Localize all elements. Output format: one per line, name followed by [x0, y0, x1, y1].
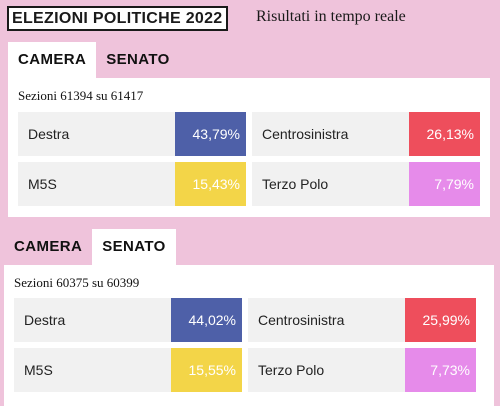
page-title: ELEZIONI POLITICHE 2022: [7, 6, 228, 31]
tab-camera[interactable]: CAMERA: [8, 42, 97, 78]
party-percentage: 25,99%: [405, 298, 476, 342]
tab-camera[interactable]: CAMERA: [14, 238, 83, 255]
party-name: Centrosinistra: [258, 312, 345, 328]
party-name: Terzo Polo: [258, 362, 325, 378]
party-percentage: 7,73%: [405, 348, 476, 392]
party-percentage: 26,13%: [409, 112, 480, 156]
tab-bar: CAMERA SENATO: [4, 229, 176, 265]
result-m5s: M5S 15,43%: [18, 162, 246, 206]
party-name: Destra: [28, 126, 70, 142]
tab-bar: CAMERA SENATO: [8, 42, 180, 78]
result-terzo-polo: Terzo Polo 7,73%: [248, 348, 476, 392]
party-percentage: 15,43%: [175, 162, 246, 206]
party-name: Centrosinistra: [262, 126, 349, 142]
tab-senato[interactable]: SENATO: [92, 229, 176, 265]
results-panel: Sezioni 60375 su 60399 Destra 44,02% Cen…: [4, 265, 494, 406]
party-name: M5S: [28, 176, 57, 192]
result-m5s: M5S 15,55%: [14, 348, 242, 392]
camera-results-widget: CAMERA SENATO Sezioni 61394 su 61417 Des…: [8, 42, 490, 217]
sezioni-count: Sezioni 61394 su 61417: [18, 88, 144, 103]
result-destra: Destra 44,02%: [14, 298, 242, 342]
result-centrosinistra: Centrosinistra 26,13%: [252, 112, 480, 156]
sezioni-count: Sezioni 60375 su 60399: [14, 275, 140, 290]
result-centrosinistra: Centrosinistra 25,99%: [248, 298, 476, 342]
party-name: Destra: [24, 312, 66, 328]
party-percentage: 15,55%: [171, 348, 242, 392]
results-panel: Sezioni 61394 su 61417 Destra 43,79% Cen…: [8, 78, 490, 217]
party-percentage: 43,79%: [175, 112, 246, 156]
result-destra: Destra 43,79%: [18, 112, 246, 156]
party-name: M5S: [24, 362, 53, 378]
senato-results-widget: CAMERA SENATO Sezioni 60375 su 60399 Des…: [4, 229, 494, 406]
page-subtitle: Risultati in tempo reale: [256, 8, 406, 25]
tab-senato[interactable]: SENATO: [106, 51, 170, 68]
party-percentage: 7,79%: [409, 162, 480, 206]
party-name: Terzo Polo: [262, 176, 329, 192]
party-percentage: 44,02%: [171, 298, 242, 342]
result-terzo-polo: Terzo Polo 7,79%: [252, 162, 480, 206]
